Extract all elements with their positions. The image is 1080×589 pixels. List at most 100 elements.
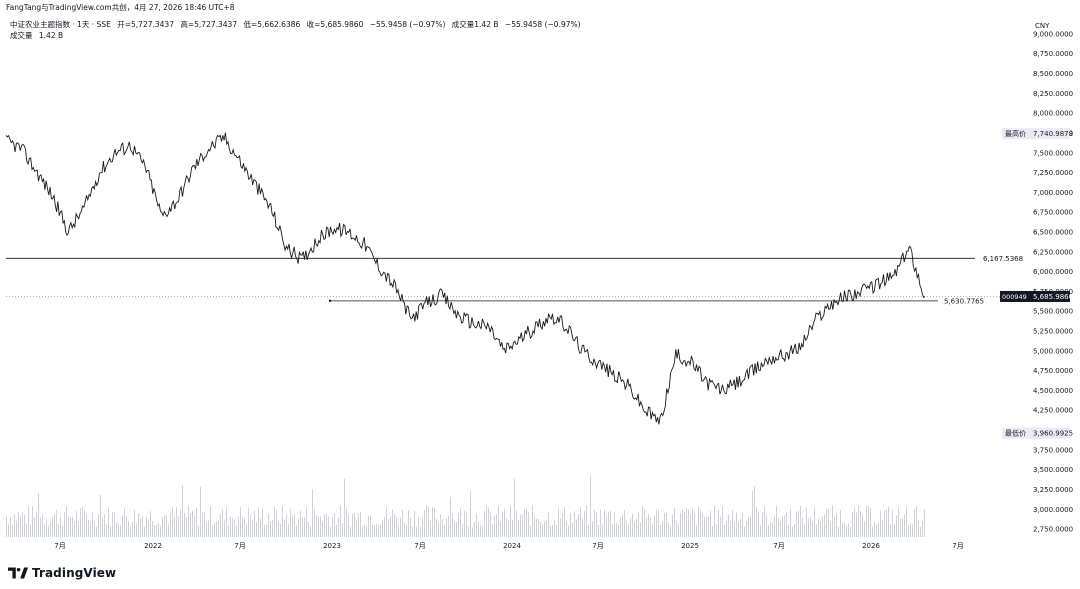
volume-bar [592, 521, 593, 537]
volume-bar [132, 521, 133, 537]
volume-bar [82, 506, 83, 537]
volume-bar [264, 525, 265, 537]
volume-bar [832, 505, 833, 537]
price-tick-label: 5,500.0000 [1033, 308, 1073, 316]
volume-bar [326, 514, 327, 537]
volume-bar [298, 518, 299, 537]
current-price-badge: 000949 5,685.9860 [1000, 290, 1073, 302]
volume-bar [400, 517, 401, 537]
volume-bar [210, 505, 211, 537]
volume-bar [416, 526, 417, 537]
volume-bar [716, 524, 717, 537]
time-tick-label: 7月 [414, 542, 425, 550]
volume-bar [544, 520, 545, 537]
volume-bar [718, 509, 719, 537]
volume-bar [364, 524, 365, 537]
volume-bar [554, 519, 555, 537]
time-tick-label: 2024 [503, 542, 521, 550]
symbol-name[interactable]: 中证农业主题指数 · 1天 · SSE [10, 20, 111, 29]
volume-bar [392, 509, 393, 537]
volume-bar [804, 524, 805, 537]
volume-bar [528, 511, 529, 537]
volume-bar [436, 518, 437, 537]
volume-label[interactable]: 成交量 [10, 31, 33, 40]
volume-bar [924, 509, 925, 537]
volume-bar [642, 505, 643, 537]
volume-bar [424, 510, 425, 537]
volume-bar [702, 513, 703, 537]
volume-bar [882, 519, 883, 537]
volume-bar [740, 518, 741, 537]
volume-bar [98, 514, 99, 537]
volume-bar [350, 526, 351, 537]
volume-bar [18, 512, 19, 537]
volume-bar [796, 511, 797, 537]
volume-bar [330, 526, 331, 537]
volume-bar [280, 524, 281, 537]
volume-bar [282, 505, 283, 537]
volume-bar [258, 507, 259, 537]
volume-bar [690, 514, 691, 537]
volume-bar [512, 520, 513, 537]
volume-bar [362, 526, 363, 537]
volume-bar [334, 513, 335, 537]
volume-bar [692, 508, 693, 537]
time-axis[interactable]: 7月 2022 7月 2023 7月 2024 7月 2025 7月 2026 7月 [54, 542, 963, 550]
volume-bar [180, 509, 181, 537]
price-tick-label: 8,500.0000 [1033, 70, 1073, 78]
volume-bar [624, 510, 625, 537]
volume-bar [908, 525, 909, 537]
volume-bar [254, 510, 255, 537]
volume-bar [202, 512, 203, 537]
volume-bar [760, 525, 761, 537]
volume-bar [646, 517, 647, 537]
volume-bar [662, 520, 663, 537]
volume-bar [764, 506, 765, 537]
volume-bar [386, 507, 387, 537]
volume-bar [810, 516, 811, 537]
low-badge-label: 最低价 [1005, 429, 1026, 438]
volume-bar [784, 515, 785, 537]
volume-bar [162, 517, 163, 537]
tradingview-logo-icon [8, 567, 28, 579]
volume-bar [324, 514, 325, 537]
volume-bar [418, 517, 419, 537]
volume-bar [302, 517, 303, 537]
volume-bar [410, 518, 411, 537]
volume-bar [714, 505, 715, 537]
volume-bar [568, 525, 569, 537]
volume-bar [772, 522, 773, 537]
volume-bar [116, 521, 117, 537]
ohlc-high: 高=5,727.3437 [180, 20, 238, 29]
volume-bar [370, 515, 371, 537]
volume-bar [732, 510, 733, 537]
volume-bar [312, 489, 313, 537]
volume-bar [222, 508, 223, 537]
volume-bar [160, 526, 161, 537]
volume-bar [826, 508, 827, 537]
tradingview-logo[interactable]: TradingView [8, 565, 116, 581]
volume-bar [148, 519, 149, 537]
volume-bar [498, 505, 499, 537]
volume-bar [244, 518, 245, 537]
volume-bar [24, 514, 25, 537]
volume-bar [566, 521, 567, 537]
high-badge-value: 7,740.9878 [1033, 130, 1073, 138]
volume-bar [70, 517, 71, 537]
volume-bar [874, 521, 875, 537]
volume-bar [248, 508, 249, 537]
volume-bar [64, 512, 65, 537]
volume-bar [840, 510, 841, 537]
volume-bar [48, 525, 49, 537]
volume-bar [742, 513, 743, 537]
volume-bar [792, 526, 793, 537]
volume-bar [260, 518, 261, 537]
volume-bar [886, 509, 887, 537]
volume-bar [300, 510, 301, 537]
volume-bar [706, 516, 707, 537]
volume-bar [680, 512, 681, 537]
volume-bar [750, 516, 751, 537]
volume-bar [854, 507, 855, 537]
